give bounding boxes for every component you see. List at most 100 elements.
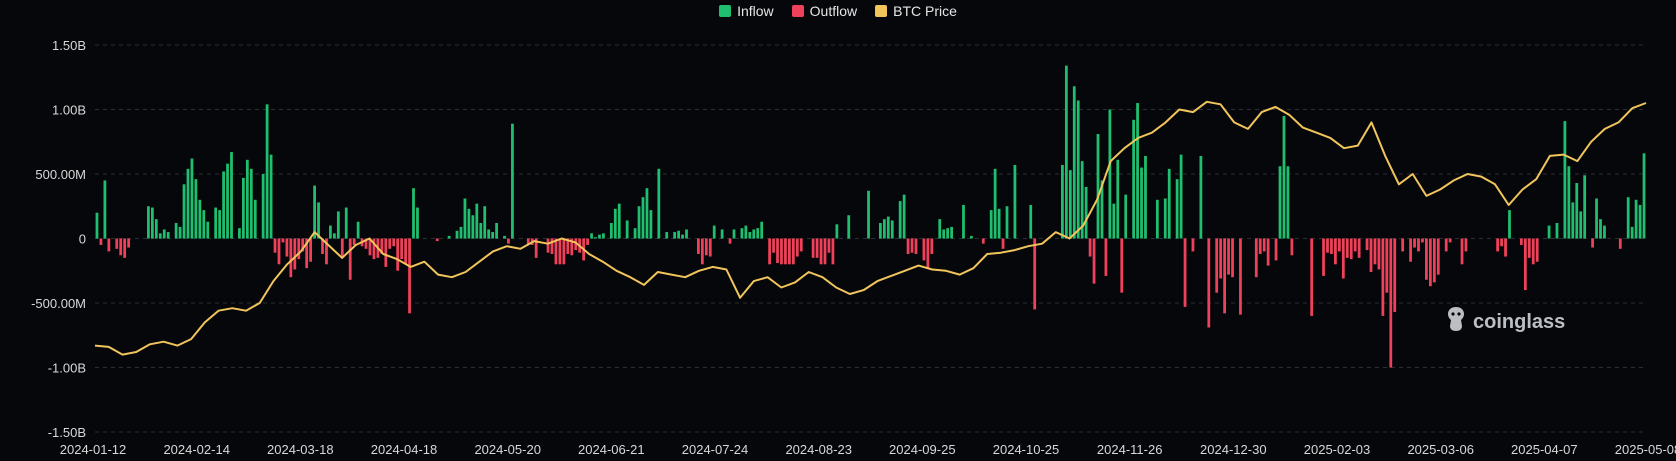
inflow-bar[interactable]: [261, 174, 265, 239]
inflow-bar[interactable]: [162, 229, 166, 239]
inflow-bar[interactable]: [594, 237, 597, 239]
outflow-bar[interactable]: [372, 238, 376, 260]
outflow-bar[interactable]: [1227, 238, 1230, 275]
outflow-bar[interactable]: [1274, 238, 1278, 261]
outflow-bar[interactable]: [1290, 238, 1294, 256]
inflow-bar[interactable]: [1630, 226, 1634, 239]
inflow-bar[interactable]: [673, 232, 677, 239]
inflow-bar[interactable]: [677, 230, 680, 239]
outflow-bar[interactable]: [380, 238, 384, 254]
inflow-bar[interactable]: [989, 210, 993, 239]
inflow-bar[interactable]: [313, 185, 316, 239]
inflow-bar[interactable]: [641, 197, 645, 239]
outflow-bar[interactable]: [348, 238, 352, 280]
outflow-bar[interactable]: [1104, 238, 1108, 276]
inflow-bar[interactable]: [744, 225, 748, 239]
inflow-bar[interactable]: [95, 212, 99, 239]
inflow-bar[interactable]: [1555, 223, 1559, 239]
inflow-bar[interactable]: [459, 226, 463, 239]
outflow-bar[interactable]: [1215, 238, 1219, 293]
inflow-bar[interactable]: [1563, 121, 1567, 239]
inflow-bar[interactable]: [942, 229, 946, 239]
outflow-bar[interactable]: [127, 238, 131, 248]
inflow-bar[interactable]: [962, 204, 965, 239]
outflow-bar[interactable]: [1349, 238, 1353, 260]
outflow-bar[interactable]: [574, 238, 578, 251]
inflow-bar[interactable]: [241, 177, 245, 239]
outflow-bar[interactable]: [368, 238, 372, 256]
inflow-bar[interactable]: [329, 225, 332, 239]
inflow-bar[interactable]: [230, 152, 233, 239]
inflow-bar[interactable]: [835, 224, 839, 239]
outflow-bar[interactable]: [388, 238, 392, 249]
inflow-bar[interactable]: [1013, 164, 1017, 239]
outflow-bar[interactable]: [1464, 238, 1468, 252]
inflow-bar[interactable]: [412, 188, 415, 239]
btc-price-line[interactable]: [94, 100, 1647, 356]
outflow-bar[interactable]: [1500, 238, 1503, 247]
inflow-bar[interactable]: [1579, 211, 1583, 239]
inflow-bar[interactable]: [1163, 198, 1167, 239]
inflow-bar[interactable]: [186, 168, 190, 239]
outflow-bar[interactable]: [1535, 238, 1539, 262]
inflow-bar[interactable]: [154, 219, 158, 239]
outflow-bar[interactable]: [1223, 238, 1226, 314]
inflow-bar[interactable]: [1167, 168, 1171, 239]
inflow-bar[interactable]: [1080, 161, 1084, 239]
inflow-bar[interactable]: [1005, 206, 1009, 239]
outflow-bar[interactable]: [1523, 238, 1527, 291]
inflow-bar[interactable]: [1634, 199, 1638, 239]
inflow-bar[interactable]: [847, 215, 851, 239]
outflow-bar[interactable]: [1421, 238, 1424, 243]
outflow-bar[interactable]: [526, 238, 530, 245]
inflow-bar[interactable]: [946, 228, 950, 239]
inflow-bar[interactable]: [1136, 103, 1139, 239]
outflow-bar[interactable]: [791, 238, 795, 265]
outflow-bar[interactable]: [400, 238, 404, 260]
inflow-bar[interactable]: [198, 199, 202, 239]
inflow-bar[interactable]: [249, 168, 253, 239]
outflow-bar[interactable]: [1389, 238, 1393, 368]
inflow-bar[interactable]: [590, 233, 593, 239]
outflow-bar[interactable]: [1353, 238, 1357, 252]
inflow-bar[interactable]: [495, 223, 498, 239]
inflow-bar[interactable]: [1567, 166, 1571, 239]
outflow-bar[interactable]: [1322, 238, 1325, 276]
legend-item-inflow[interactable]: Inflow: [719, 3, 774, 19]
outflow-bar[interactable]: [1334, 238, 1337, 265]
inflow-bar[interactable]: [1132, 119, 1135, 239]
outflow-bar[interactable]: [1504, 238, 1507, 257]
inflow-bar[interactable]: [1642, 153, 1646, 239]
inflow-bar[interactable]: [898, 201, 902, 239]
inflow-bar[interactable]: [253, 199, 257, 239]
inflow-bar[interactable]: [1599, 219, 1602, 239]
inflow-bar[interactable]: [1096, 134, 1100, 239]
outflow-bar[interactable]: [1341, 238, 1345, 279]
inflow-bar[interactable]: [993, 168, 997, 239]
outflow-bar[interactable]: [1120, 238, 1124, 293]
inflow-bar[interactable]: [617, 203, 621, 239]
inflow-bar[interactable]: [1575, 183, 1579, 239]
inflow-bar[interactable]: [1583, 175, 1587, 239]
inflow-bar[interactable]: [1282, 115, 1286, 239]
inflow-bar[interactable]: [756, 228, 760, 239]
inflow-bar[interactable]: [471, 215, 475, 239]
outflow-bar[interactable]: [289, 238, 293, 278]
outflow-bar[interactable]: [1377, 238, 1381, 270]
outflow-bar[interactable]: [1191, 238, 1195, 252]
outflow-bar[interactable]: [780, 238, 783, 265]
inflow-bar[interactable]: [332, 233, 336, 239]
inflow-bar[interactable]: [455, 230, 459, 239]
inflow-bar[interactable]: [1116, 159, 1120, 239]
inflow-bar[interactable]: [174, 223, 178, 239]
inflow-bar[interactable]: [336, 211, 340, 239]
inflow-bar[interactable]: [475, 203, 479, 239]
outflow-bar[interactable]: [1088, 238, 1092, 257]
outflow-bar[interactable]: [1460, 238, 1464, 265]
outflow-bar[interactable]: [570, 238, 574, 256]
outflow-bar[interactable]: [926, 238, 930, 269]
outflow-bar[interactable]: [1345, 238, 1349, 258]
outflow-bar[interactable]: [554, 238, 558, 265]
inflow-bar[interactable]: [1076, 100, 1080, 239]
inflow-bar[interactable]: [732, 229, 736, 239]
